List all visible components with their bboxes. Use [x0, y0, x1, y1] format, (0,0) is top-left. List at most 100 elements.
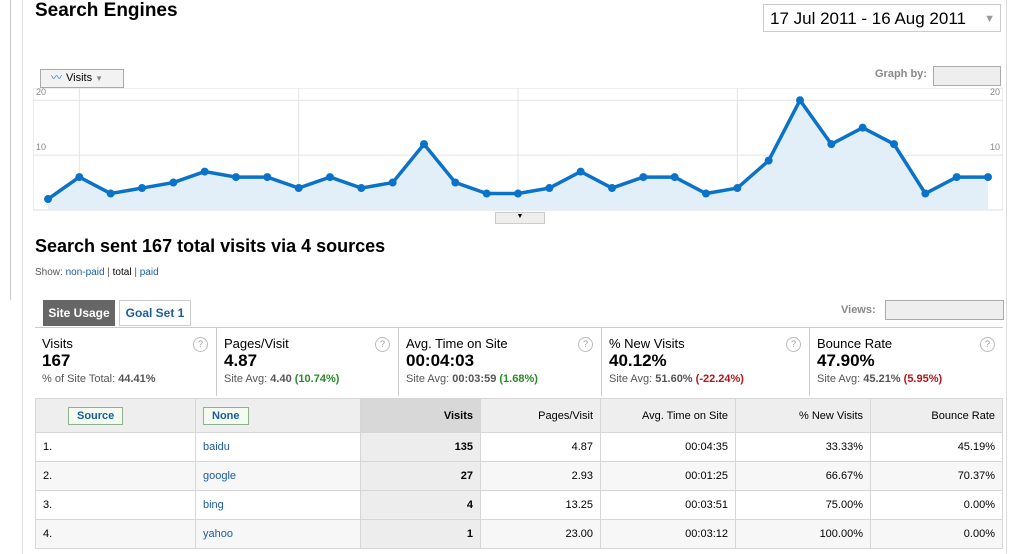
change: (5.95%) [903, 373, 943, 385]
scorecard-value: 00:04:03 [406, 351, 475, 370]
scorecard-value: 4.87 [224, 351, 258, 370]
point [702, 189, 710, 198]
chart-toggle[interactable]: ▼ [495, 212, 545, 224]
header-cell: Visits [360, 398, 481, 433]
dimension-picker: Source [68, 406, 124, 425]
header-row: Source None Visits Pages/Visit Avg. Time on … [35, 398, 1003, 433]
change: (1.68%) [499, 373, 538, 385]
cell: 70.37% [870, 461, 1003, 491]
cell[interactable]: bing [195, 490, 361, 520]
point [44, 195, 52, 204]
point [294, 184, 303, 193]
scorecard: Avg. Time on Site 00:04:03 Site Avg: 00:03… [399, 328, 602, 396]
graph-by-buttons[interactable] [933, 66, 1001, 86]
point [890, 140, 898, 149]
cell[interactable]: yahoo [195, 519, 361, 549]
scorecard-sub: Site Avg: 4.40 (10.74%) [224, 373, 391, 385]
report: Search Engines 17 Jul 2011 - 16 Aug 2011… [22, 0, 1007, 554]
scorecard-label: Bounce Rate [817, 336, 893, 351]
header-cell: Pages/Visit [480, 398, 601, 433]
point [670, 173, 679, 182]
scorecard-value: 40.12% [609, 351, 667, 370]
cell: 100.00% [735, 519, 871, 549]
scorecard-sub: Site Avg: 51.60% (-22.24%) [609, 373, 802, 385]
header-cell: Avg. Time on Site [600, 398, 736, 433]
scorecard-label: Pages/Visit [224, 336, 289, 351]
cell: 00:04:35 [600, 432, 736, 462]
help-icon: ? [578, 337, 593, 352]
scorecard-label: Avg. Time on Site [406, 336, 508, 351]
show-option[interactable]: non-paid [65, 267, 105, 278]
scorecard-label: % New Visits [609, 336, 685, 351]
view-buttons[interactable] [885, 300, 1004, 320]
sub-value: 4.40 [270, 373, 292, 385]
point [200, 167, 209, 176]
point [952, 173, 961, 182]
cell: 2.93 [480, 461, 601, 491]
show-label: Show: [35, 267, 63, 278]
point [75, 173, 84, 182]
divider [35, 327, 1003, 328]
header-cell: Bounce Rate [870, 398, 1003, 433]
graph-by-label: Graph by: [875, 68, 927, 80]
row: 3. bing 4 13.25 00:03:51 75.00% 0.00% [35, 490, 1003, 520]
point [984, 173, 992, 182]
point [420, 140, 428, 149]
tab-active[interactable]: Site Usage [43, 300, 115, 326]
point [639, 173, 648, 182]
header-cell: % New Visits [735, 398, 871, 433]
point [608, 184, 616, 193]
cell: 27 [360, 461, 481, 491]
date-picker[interactable]: 17 Jul 2011 - 16 Aug 2011 ▼ [763, 4, 1001, 32]
scorecard: % New Visits 40.12% Site Avg: 51.60% (-22.… [602, 328, 810, 396]
tab[interactable]: Goal Set 1 [119, 300, 191, 326]
cell: 00:03:51 [600, 490, 736, 520]
point [138, 184, 146, 193]
point [733, 184, 742, 193]
scorecard-sub: Site Avg: 00:03:59 (1.68%) [406, 373, 594, 385]
date-range: 17 Jul 2011 - 16 Aug 2011 [770, 9, 966, 28]
sub-value: 00:03:59 [452, 373, 497, 385]
cell: 45.19% [870, 432, 1003, 462]
show-option[interactable]: paid [139, 267, 159, 278]
data-table: Source None Visits Pages/Visit Avg. Time on … [35, 398, 1003, 549]
y-tick-label: 10 [990, 142, 1000, 152]
sub-label: Site Avg: [609, 373, 653, 385]
cell: 00:01:25 [600, 461, 736, 491]
cell: 1. [35, 432, 196, 462]
row: 4. yahoo 1 23.00 00:03:12 100.00% 0.00% [35, 519, 1003, 549]
y-tick-label: 10 [36, 142, 46, 152]
cell: 0.00% [870, 519, 1003, 549]
separator: | [104, 267, 113, 278]
change: (10.74%) [294, 373, 340, 385]
point [326, 173, 334, 182]
separator: | [131, 267, 140, 278]
point [576, 167, 585, 176]
point [921, 189, 930, 198]
cell[interactable]: baidu [195, 432, 361, 462]
metric-tab[interactable]: 〰 Visits ▼ [40, 69, 124, 88]
point [169, 178, 178, 187]
help-icon: ? [786, 337, 801, 352]
scorecard: Visits 167 % of Site Total: 44.41%? [35, 328, 217, 396]
scorecard-sub: Site Avg: 45.21% (5.95%) [817, 373, 996, 385]
row: 1. baidu 135 4.87 00:04:35 33.33% 45.19% [35, 432, 1003, 462]
metric-name: Visits [66, 72, 93, 84]
sidebar-edge [0, 0, 11, 300]
views-label: Views: [841, 304, 876, 316]
cell: 33.33% [735, 432, 871, 462]
help-icon: ? [375, 337, 390, 352]
help-icon: ? [980, 337, 995, 352]
point [451, 178, 460, 187]
cell: 66.67% [735, 461, 871, 491]
show-option[interactable]: total [112, 267, 132, 278]
scorecard-label: Visits [42, 336, 73, 351]
sub-label: Site Avg: [224, 373, 268, 385]
point [827, 140, 836, 149]
area [48, 100, 988, 210]
scorecard-sub: % of Site Total: 44.41% [42, 373, 209, 385]
cell[interactable]: google [195, 461, 361, 491]
dimension-picker: None [203, 406, 249, 425]
point [232, 173, 240, 182]
